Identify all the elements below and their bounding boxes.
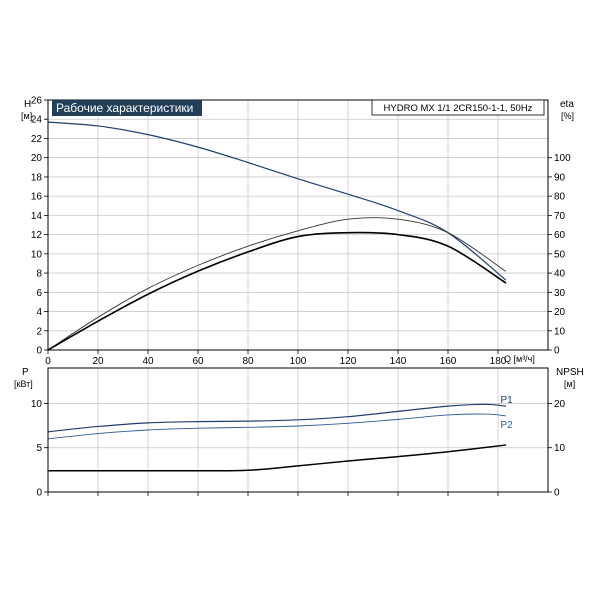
right-tick-label: 60 — [554, 230, 566, 241]
npsh-axis-symbol: NPSH — [556, 367, 584, 378]
series-line-curve-3 — [47, 444, 507, 472]
flow-axis-label: Q [м³/ч] — [504, 354, 535, 364]
right-tick-label: 80 — [554, 192, 566, 203]
pump-model-label: HYDRO MX 1/1 2CR150-1-1, 50Hz — [384, 103, 533, 114]
series-label-p1: P1 — [501, 395, 514, 406]
left-tick-label: 22 — [31, 134, 43, 145]
series-line-p1 — [47, 403, 507, 433]
left-tick-label: 0 — [36, 488, 42, 499]
head-chart-tick-labels: 0 20 40 60 80 100 120 140 160 1800246810121416182… — [31, 96, 571, 368]
right-tick-label: 100 — [554, 153, 571, 164]
power-chart-grid — [48, 368, 548, 492]
right-tick-label: 20 — [554, 307, 566, 318]
head-efficiency-chart: 0 20 40 60 80 100 120 140 160 1800246810121416182… — [21, 96, 574, 368]
left-tick-label: 20 — [31, 153, 43, 164]
x-tick-label: 140 — [390, 356, 407, 367]
left-tick-label: 24 — [31, 115, 43, 126]
head-axis-unit: [м] — [21, 111, 32, 121]
chart-title: Рабочие характеристики — [56, 101, 193, 115]
left-tick-label: 10 — [31, 249, 43, 260]
x-tick-label: 160 — [440, 356, 457, 367]
right-tick-label: 0 — [554, 346, 560, 357]
efficiency-axis-symbol: eta — [560, 99, 574, 110]
head-chart-series — [47, 121, 507, 351]
pump-model-box — [371, 99, 545, 116]
x-tick-label: 20 — [92, 356, 104, 367]
right-tick-label: 90 — [554, 172, 566, 183]
series-line-curve-2 — [47, 217, 506, 351]
right-tick-label: 40 — [554, 269, 566, 280]
head-chart-grid — [48, 99, 548, 350]
series-line-curve-3 — [47, 231, 507, 351]
x-tick-label: 40 — [142, 356, 154, 367]
x-tick-label: 120 — [340, 356, 357, 367]
series-line-curve-1 — [47, 121, 507, 281]
left-tick-label: 8 — [36, 269, 42, 280]
efficiency-axis-unit: [%] — [561, 111, 574, 121]
chart-title-background — [52, 100, 202, 116]
power-chart-frame — [47, 367, 549, 493]
left-tick-label: 12 — [31, 230, 43, 241]
right-tick-label: 10 — [554, 326, 566, 337]
left-tick-label: 10 — [31, 399, 43, 410]
x-tick-label: 0 — [45, 356, 51, 367]
head-axis-symbol: H — [24, 99, 31, 110]
power-chart-ticks — [44, 403, 552, 496]
left-tick-label: 2 — [36, 326, 42, 337]
series-label-p2: P2 — [501, 420, 514, 431]
series-line-p2 — [47, 413, 506, 440]
npsh-axis-unit: [м] — [564, 379, 575, 389]
left-tick-label: 14 — [31, 211, 43, 222]
x-tick-label: 80 — [242, 356, 254, 367]
power-axis-unit: [кВт] — [14, 379, 33, 389]
right-tick-label: 30 — [554, 288, 566, 299]
left-tick-label: 26 — [31, 96, 43, 107]
x-tick-label: 60 — [192, 356, 204, 367]
head-chart-ticks — [44, 99, 552, 354]
right-tick-label: 10 — [554, 443, 566, 454]
power-npsh-chart: 0 5 10 0 10 20 P1 P2 P [кВт] NPSH [м] — [14, 367, 584, 499]
x-tick-label: 180 — [490, 356, 507, 367]
head-chart-frame — [47, 99, 549, 351]
right-tick-label: 50 — [554, 249, 566, 260]
right-tick-label: 0 — [554, 488, 560, 499]
power-chart-tick-labels: 0 5 10 0 10 20 P1 P2 — [31, 395, 566, 498]
left-tick-label: 6 — [36, 288, 42, 299]
power-chart-series — [47, 403, 507, 472]
left-tick-label: 18 — [31, 172, 43, 183]
right-tick-label: 70 — [554, 211, 566, 222]
power-axis-symbol: P — [22, 367, 29, 378]
left-tick-label: 5 — [36, 443, 42, 454]
right-tick-label: 20 — [554, 399, 566, 410]
left-tick-label: 16 — [31, 192, 43, 203]
left-tick-label: 0 — [36, 346, 42, 357]
x-tick-label: 100 — [290, 356, 307, 367]
left-tick-label: 4 — [36, 307, 42, 318]
